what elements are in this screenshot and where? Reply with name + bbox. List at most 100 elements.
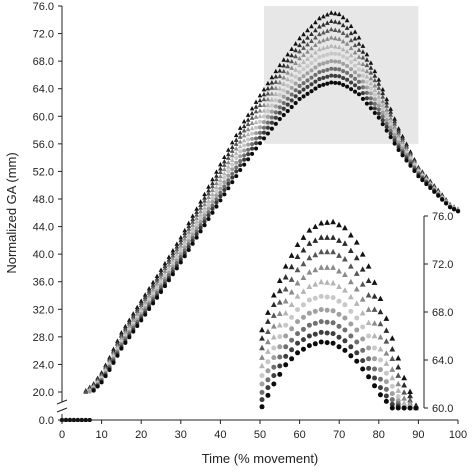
main-series-7-point: [360, 79, 365, 84]
main-series-8-point: [257, 130, 263, 135]
main-series-5-point: [257, 113, 263, 119]
main-series-4-point: [245, 126, 251, 132]
inset-series-9-point: [372, 375, 378, 381]
main-series-3-point: [344, 33, 350, 38]
main-series-5-point: [281, 81, 287, 86]
inset-series-1-point: [342, 224, 348, 231]
main-series-10-point: [404, 158, 409, 163]
inset-series-7-point: [300, 314, 306, 320]
inset-series-4-point: [318, 264, 325, 270]
inset-series-9-point: [377, 385, 383, 391]
inset-series-7-point: [336, 311, 342, 317]
inset-series-2-point: [383, 327, 390, 333]
main-series-10-point: [297, 97, 302, 102]
y-tick-label: 44.0: [33, 222, 54, 234]
main-series-5-point: [309, 53, 314, 58]
main-series-9-point: [293, 94, 298, 99]
inset-series-2-point: [270, 301, 277, 308]
main-series-2-point: [376, 81, 382, 86]
main-series-4-point: [340, 38, 346, 44]
inset-series-5-point: [330, 280, 336, 286]
main-series-6-point: [238, 149, 243, 154]
main-series-1-point: [372, 68, 378, 74]
main-series-2-point: [233, 137, 239, 142]
main-series-6-point: [297, 70, 302, 75]
inset-series-10-point: [318, 339, 324, 345]
main-series-7-point: [341, 61, 346, 66]
main-series-1-point: [214, 169, 219, 174]
inset-series-5-point: [270, 334, 277, 340]
main-series-10-point: [360, 96, 365, 101]
main-series-5-point: [352, 56, 358, 62]
main-series-10-point: [194, 235, 199, 240]
main-series-7-point: [317, 62, 322, 67]
inset-series-6-point: [295, 307, 301, 313]
inset-series-3-point: [353, 270, 360, 276]
main-series-4-point: [241, 132, 247, 138]
main-series-10-point: [182, 254, 187, 259]
main-series-4-point: [178, 243, 184, 248]
inset-series-4-point: [389, 366, 396, 372]
main-series-10-point: [186, 247, 191, 253]
inset-series-1-point: [365, 263, 372, 269]
main-series-8-point: [337, 67, 342, 72]
main-series-7-point: [277, 99, 282, 104]
main-series-6-point: [265, 109, 270, 114]
main-series-10-point: [444, 201, 449, 206]
inset-series-10-point: [330, 340, 336, 346]
x-tick-label: 0: [59, 429, 65, 441]
inset-series-5-point: [312, 281, 319, 287]
main-series-4-point: [182, 236, 188, 241]
main-series-1-point: [218, 161, 223, 167]
main-series-10-point: [218, 198, 223, 203]
inset-series-1-point: [407, 388, 413, 395]
main-series-2-point: [166, 257, 172, 262]
main-series-10-point: [313, 86, 318, 91]
main-series-6-point: [293, 74, 298, 79]
main-series-10-point: [214, 204, 219, 209]
main-series-5-point: [376, 94, 382, 99]
inset-series-4-point: [300, 274, 307, 281]
main-series-10-point: [353, 89, 358, 94]
main-series-6-point: [364, 80, 369, 85]
inset-series-1-point: [371, 279, 378, 285]
inset-series-7-point: [324, 307, 330, 313]
main-series-1-point: [344, 17, 350, 23]
inset-series-7-point: [348, 321, 354, 327]
inset-series-8-point: [330, 320, 336, 326]
inset-series-6-point: [306, 297, 312, 303]
inset-series-9-point: [354, 350, 360, 356]
inset-series-6-point: [377, 357, 383, 363]
inset-series-8-point: [389, 397, 395, 403]
main-series-6-point: [226, 169, 231, 174]
inset-series-8-point: [354, 339, 360, 345]
main-series-3-point: [313, 35, 318, 40]
inset-series-2-point: [282, 274, 289, 280]
main-series-5-point: [328, 43, 334, 48]
main-series-1-point: [368, 60, 374, 65]
main-series-1-point: [301, 31, 306, 37]
inset-series-9-point: [300, 337, 306, 343]
main-series-5-point: [241, 137, 247, 143]
y-tick-label: 64.0: [33, 84, 54, 96]
inset-series-8-point: [342, 327, 348, 333]
inset-series-1-point: [282, 263, 289, 269]
inset-series-5-point: [306, 283, 313, 290]
inset-series-1-point: [324, 219, 331, 225]
main-series-4-point: [309, 45, 314, 51]
inset-series-9-point: [295, 340, 301, 346]
inset-series-3-point: [377, 320, 384, 327]
inset-series-6-point: [277, 334, 283, 340]
main-series-1-point: [237, 125, 243, 130]
inset-series-10-point: [312, 341, 318, 347]
inset-series-10-point: [395, 405, 401, 411]
main-series-1-point: [174, 241, 180, 246]
main-series-7-point: [242, 148, 247, 153]
main-series-3-point: [170, 253, 176, 258]
inset-series-9-point: [283, 353, 289, 359]
main-series-4-point: [317, 39, 322, 44]
main-series-10-point: [416, 174, 421, 179]
main-series-10-point: [99, 380, 104, 385]
inset-y-tick-label: 60.0: [432, 403, 453, 415]
main-series-8-point: [277, 105, 282, 110]
